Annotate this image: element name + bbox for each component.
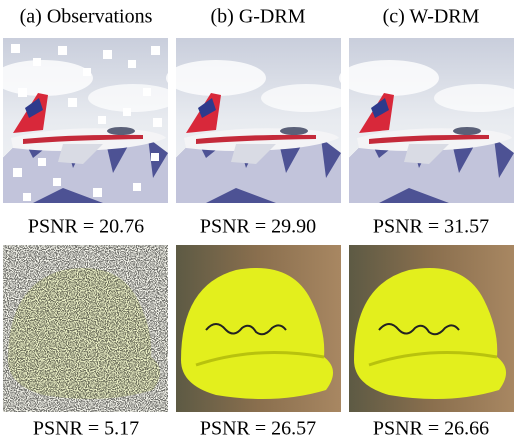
column-title: (a) Observations xyxy=(20,6,153,28)
psnr-label: PSNR = 26.57 xyxy=(200,418,316,440)
w-drm-image xyxy=(349,245,514,412)
observation-image xyxy=(3,245,168,412)
psnr-label: PSNR = 5.17 xyxy=(33,418,139,440)
psnr-label: PSNR = 26.66 xyxy=(373,418,489,440)
psnr-label: PSNR = 29.90 xyxy=(200,216,316,238)
figure: (a) Observations (b) G-DRM (c) W-DRM PSN… xyxy=(0,0,514,443)
g-drm-image xyxy=(176,245,341,412)
observation-image xyxy=(0,38,178,203)
psnr-label: PSNR = 20.76 xyxy=(28,216,144,238)
psnr-label: PSNR = 31.57 xyxy=(373,216,489,238)
column-title: (b) G-DRM xyxy=(211,6,306,28)
w-drm-image xyxy=(339,38,514,203)
column-title: (c) W-DRM xyxy=(383,6,480,28)
g-drm-image xyxy=(166,38,351,203)
